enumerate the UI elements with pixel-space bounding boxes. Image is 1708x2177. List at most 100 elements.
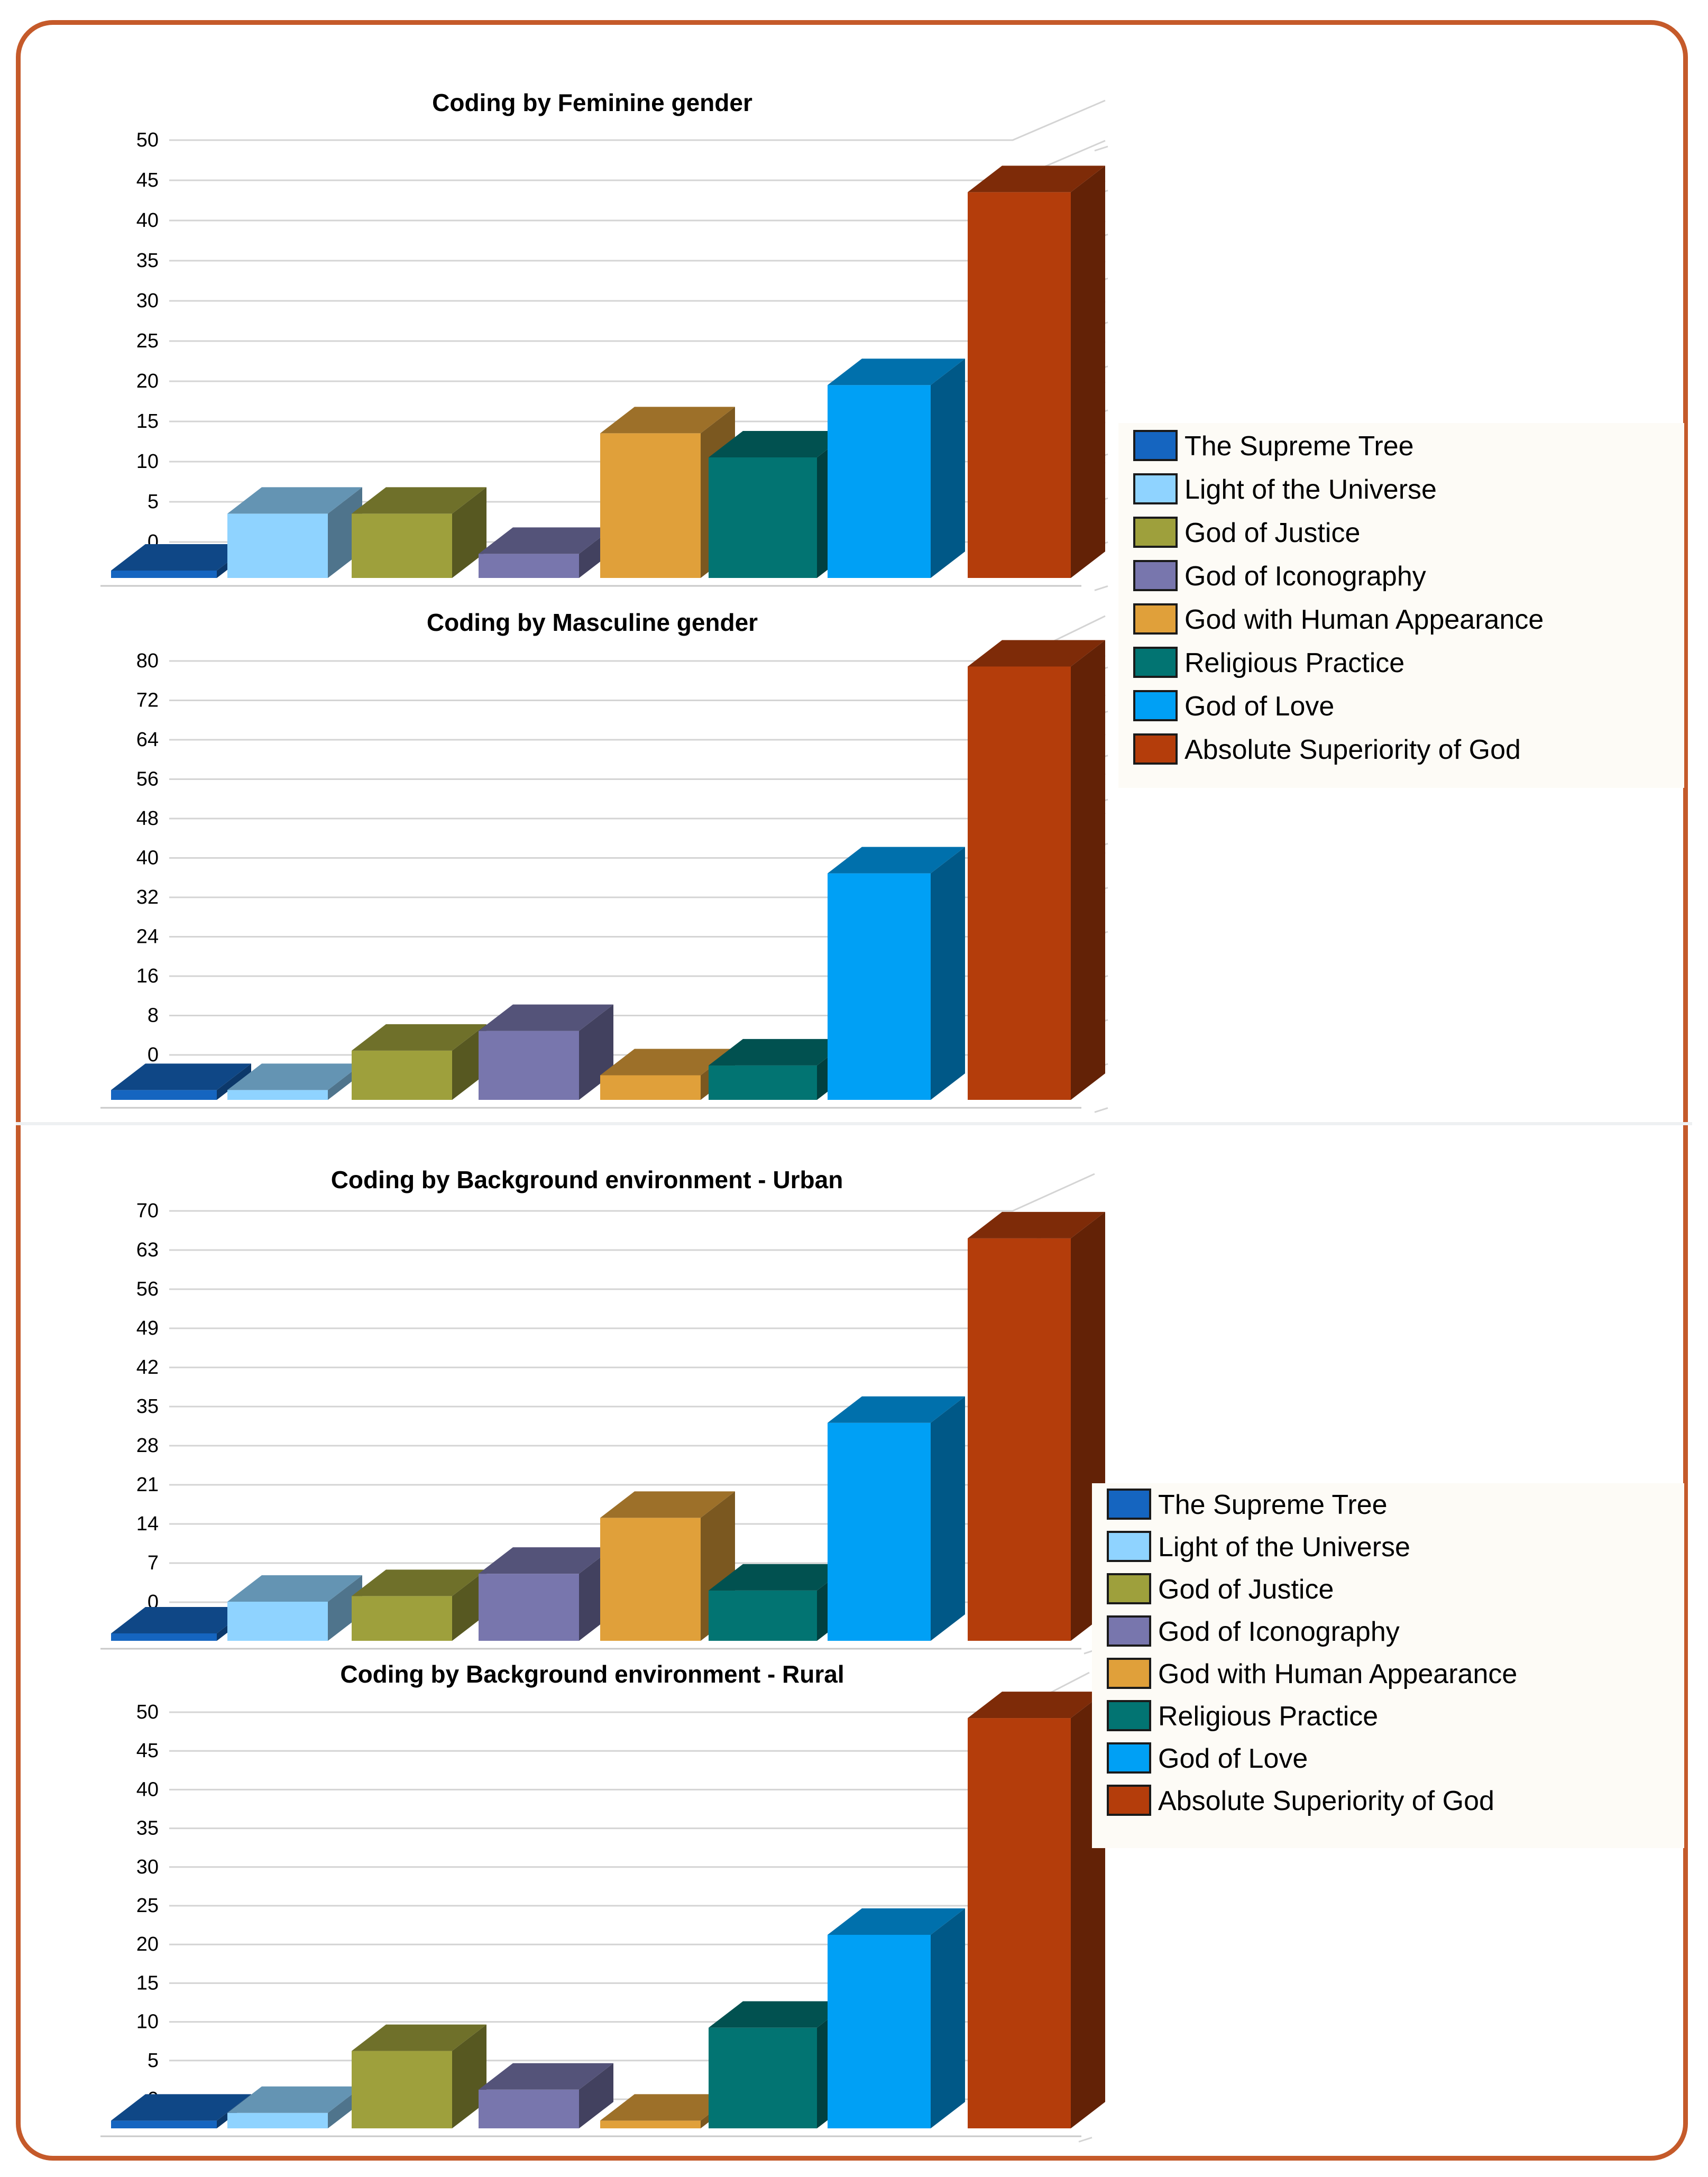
bar-front (111, 1090, 217, 1100)
bar-god-of-love (828, 1396, 965, 1641)
bar-god-of-justice (352, 1024, 486, 1100)
bar-top (352, 1024, 486, 1051)
y-tick-label: 25 (136, 330, 159, 352)
bar-top (600, 1491, 735, 1518)
bar-front (828, 873, 931, 1100)
gridline (169, 1749, 1090, 1790)
bar-top (111, 1063, 251, 1090)
bar-side (931, 847, 965, 1100)
bar-side (579, 2063, 613, 2128)
legend-swatch (1107, 1700, 1151, 1731)
gridline (169, 180, 1106, 222)
bar-god-of-iconography (479, 2063, 613, 2128)
y-tick-label: 50 (136, 1701, 159, 1723)
legend-label: Light of the Universe (1184, 474, 1437, 505)
bar-front (709, 2027, 817, 2128)
bar-top (352, 487, 486, 514)
y-tick-label: 50 (136, 129, 159, 151)
bar-top (111, 2094, 251, 2121)
bar-top (828, 1396, 965, 1423)
bar-front (352, 1596, 452, 1641)
legend-label: God of Love (1184, 691, 1334, 722)
bar-side (452, 1024, 486, 1100)
bar-front (352, 1050, 452, 1100)
y-tick-label: 30 (136, 1856, 159, 1878)
y-tick-label: 0 (148, 1044, 159, 1066)
bar-top (709, 2001, 851, 2028)
bar-top (227, 487, 362, 514)
bar-absolute-superiority-of-god (968, 166, 1105, 578)
y-tick-label: 32 (136, 886, 159, 908)
y-tick-label: 35 (136, 250, 159, 272)
legend-label: The Supreme Tree (1184, 431, 1414, 462)
bar-side (931, 359, 965, 578)
y-tick-label: 40 (136, 1778, 159, 1801)
bar-top (111, 1607, 251, 1633)
bar-top (352, 2024, 486, 2051)
y-tick-label: 5 (148, 491, 159, 513)
bar-front (479, 1574, 579, 1641)
y-tick-label: 7 (148, 1552, 159, 1574)
bar-absolute-superiority-of-god (968, 1211, 1105, 1641)
gridline (169, 1865, 1090, 1907)
bar-front (709, 1065, 817, 1100)
y-tick-label: 35 (136, 1395, 159, 1418)
bar-side (1071, 166, 1105, 578)
y-tick-label: 20 (136, 1933, 159, 1955)
legend-swatch (1107, 1531, 1151, 1562)
y-tick-label: 56 (136, 1278, 159, 1300)
y-tick-label: 21 (136, 1474, 159, 1496)
bar-top (479, 527, 613, 554)
bar-front (227, 1602, 328, 1641)
bar-top (227, 2086, 362, 2113)
bar-side (1071, 640, 1105, 1100)
bar-absolute-superiority-of-god (968, 640, 1105, 1100)
legend-label: God with Human Appearance (1158, 1659, 1517, 1689)
bar-front (227, 513, 328, 578)
bar-front (709, 1590, 817, 1641)
bar-top (828, 847, 965, 874)
chart-3: Coding by Background environment - Urban… (100, 1166, 1105, 1655)
y-tick-label: 70 (136, 1200, 159, 1222)
bar-front (600, 1075, 701, 1100)
bar-front (479, 2089, 579, 2128)
bar-front (352, 513, 452, 578)
bar-front (111, 2120, 217, 2128)
bar-top (709, 1039, 851, 1065)
bar-god-of-justice (352, 1569, 486, 1641)
bar-god-of-iconography (479, 1004, 613, 1100)
bar-top (968, 166, 1105, 192)
bar-front (968, 1718, 1071, 2128)
bar-front (600, 433, 701, 578)
bar-top (709, 431, 851, 457)
y-tick-label: 80 (136, 650, 159, 672)
bar-front (828, 1422, 931, 1641)
bar-front (600, 2120, 701, 2128)
bar-god-of-love (828, 1908, 965, 2128)
bar-top (600, 1049, 735, 1076)
bar-god-of-iconography (479, 1547, 613, 1641)
y-tick-label: 14 (136, 1513, 159, 1535)
chart-title: Coding by Background environment - Urban (331, 1166, 843, 1193)
bar-front (968, 192, 1071, 578)
bar-top (709, 1564, 851, 1591)
depth-tick (1094, 1107, 1108, 1113)
bar-top (828, 359, 965, 385)
bar-light-of-the-universe (227, 2086, 362, 2128)
bar-the-supreme-tree (111, 1063, 251, 1100)
legend-swatch (1133, 473, 1178, 504)
bar-top (227, 1575, 362, 1602)
y-tick-label: 63 (136, 1239, 159, 1261)
bar-front (352, 2051, 452, 2128)
y-tick-label: 35 (136, 1817, 159, 1840)
chart-1: Coding by Feminine gender 50 45 40 35 30 25 20 1… (100, 89, 1108, 591)
bar-side (328, 1575, 362, 1641)
legend-swatch (1107, 1658, 1151, 1689)
y-tick-label: 24 (136, 926, 159, 948)
bar-top (968, 1211, 1105, 1238)
gridline (169, 1251, 1095, 1290)
gridline (169, 1710, 1090, 1752)
bar-front (227, 1090, 328, 1100)
y-tick-label: 64 (136, 729, 159, 751)
